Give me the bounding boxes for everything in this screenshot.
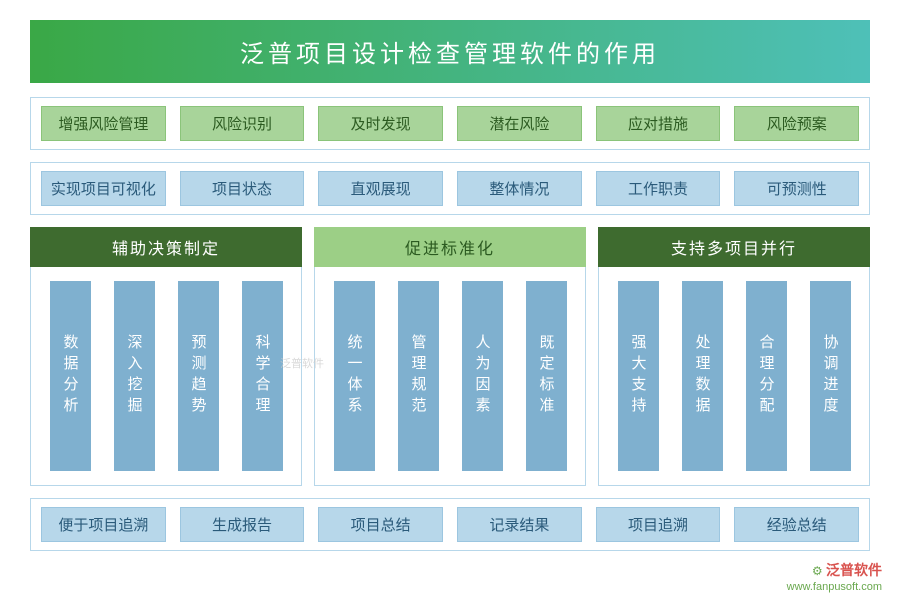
row2-item: 整体情况 — [457, 171, 582, 206]
watermark: 泛普软件 — [280, 355, 324, 371]
vbar: 深入挖掘 — [114, 281, 155, 471]
row3-lead: 便于项目追溯 — [41, 507, 166, 542]
col-3-header: 支持多项目并行 — [598, 227, 870, 267]
vbar: 处理数据 — [682, 281, 723, 471]
row2-item: 可预测性 — [734, 171, 859, 206]
col-3: 支持多项目并行 强大支持 处理数据 合理分配 协调进度 — [598, 227, 870, 486]
vbar: 协调进度 — [810, 281, 851, 471]
row1-item: 应对措施 — [596, 106, 721, 141]
row3-container: 便于项目追溯 生成报告 项目总结 记录结果 项目追溯 经验总结 — [30, 498, 870, 551]
row3-item: 项目总结 — [318, 507, 443, 542]
col-1-body: 数据分析 深入挖掘 预测趋势 科学合理 — [30, 267, 302, 486]
row1-lead: 增强风险管理 — [41, 106, 166, 141]
footer-brand: ⚙ 泛普软件 www.fanpusoft.com — [787, 562, 882, 594]
row3-item: 项目追溯 — [596, 507, 721, 542]
col-2-header: 促进标准化 — [314, 227, 586, 267]
col-3-body: 强大支持 处理数据 合理分配 协调进度 — [598, 267, 870, 486]
main-title: 泛普项目设计检查管理软件的作用 — [30, 20, 870, 83]
row1-item: 风险预案 — [734, 106, 859, 141]
vbar: 人为因素 — [462, 281, 503, 471]
gear-icon: ⚙ — [812, 564, 823, 578]
vbar: 合理分配 — [746, 281, 787, 471]
vbar: 预测趋势 — [178, 281, 219, 471]
row1-container: 增强风险管理 风险识别 及时发现 潜在风险 应对措施 风险预案 — [30, 97, 870, 150]
vbar: 数据分析 — [50, 281, 91, 471]
row2-lead: 实现项目可视化 — [41, 171, 166, 206]
vbar: 强大支持 — [618, 281, 659, 471]
three-columns: 辅助决策制定 数据分析 深入挖掘 预测趋势 科学合理 促进标准化 统一体系 管理… — [30, 227, 870, 486]
col-1: 辅助决策制定 数据分析 深入挖掘 预测趋势 科学合理 — [30, 227, 302, 486]
row2-item: 直观展现 — [318, 171, 443, 206]
row1-item: 潜在风险 — [457, 106, 582, 141]
col-2-body: 统一体系 管理规范 人为因素 既定标准 — [314, 267, 586, 486]
col-2: 促进标准化 统一体系 管理规范 人为因素 既定标准 — [314, 227, 586, 486]
row1-item: 风险识别 — [180, 106, 305, 141]
vbar: 管理规范 — [398, 281, 439, 471]
vbar: 统一体系 — [334, 281, 375, 471]
row2-item: 工作职责 — [596, 171, 721, 206]
row3-item: 生成报告 — [180, 507, 305, 542]
row1-item: 及时发现 — [318, 106, 443, 141]
row2-item: 项目状态 — [180, 171, 305, 206]
row2-container: 实现项目可视化 项目状态 直观展现 整体情况 工作职责 可预测性 — [30, 162, 870, 215]
col-1-header: 辅助决策制定 — [30, 227, 302, 267]
brand-cn: 泛普软件 — [826, 562, 882, 578]
vbar: 科学合理 — [242, 281, 283, 471]
row3-item: 记录结果 — [457, 507, 582, 542]
vbar: 既定标准 — [526, 281, 567, 471]
brand-url: www.fanpusoft.com — [787, 581, 882, 593]
row3-item: 经验总结 — [734, 507, 859, 542]
